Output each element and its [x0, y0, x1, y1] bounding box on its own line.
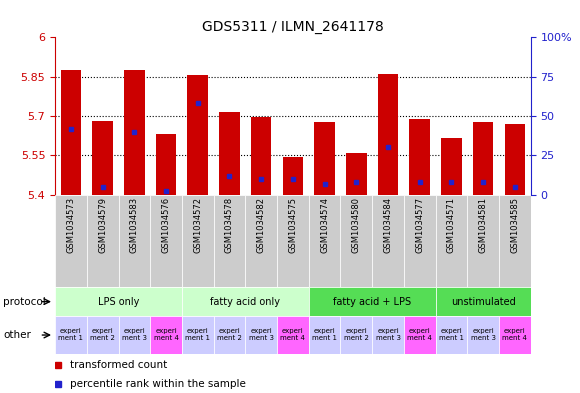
- Bar: [467, 316, 499, 354]
- Bar: [340, 195, 372, 287]
- Text: GSM1034572: GSM1034572: [193, 197, 202, 253]
- Text: transformed count: transformed count: [70, 360, 168, 370]
- Text: experi
ment 3: experi ment 3: [470, 328, 496, 341]
- Text: protocol: protocol: [3, 297, 46, 307]
- Text: GSM1034585: GSM1034585: [510, 197, 519, 253]
- Text: experi
ment 2: experi ment 2: [217, 328, 242, 341]
- Text: experi
ment 4: experi ment 4: [407, 328, 432, 341]
- Text: GSM1034582: GSM1034582: [257, 197, 266, 253]
- Text: GSM1034571: GSM1034571: [447, 197, 456, 253]
- Text: GSM1034574: GSM1034574: [320, 197, 329, 253]
- Bar: [92, 121, 113, 195]
- Bar: [219, 112, 240, 195]
- Text: GSM1034579: GSM1034579: [98, 197, 107, 253]
- Text: experi
ment 4: experi ment 4: [154, 328, 179, 341]
- Text: GSM1034578: GSM1034578: [225, 197, 234, 253]
- Bar: [436, 287, 531, 316]
- Text: experi
ment 2: experi ment 2: [90, 328, 115, 341]
- Text: GSM1034576: GSM1034576: [162, 197, 171, 253]
- Text: GSM1034573: GSM1034573: [67, 197, 75, 253]
- Bar: [118, 195, 150, 287]
- Bar: [124, 70, 144, 195]
- Bar: [277, 195, 309, 287]
- Bar: [187, 75, 208, 195]
- Title: GDS5311 / ILMN_2641178: GDS5311 / ILMN_2641178: [202, 20, 384, 33]
- Bar: [378, 74, 398, 195]
- Text: other: other: [3, 330, 31, 340]
- Bar: [213, 195, 245, 287]
- Text: experi
ment 4: experi ment 4: [502, 328, 527, 341]
- Bar: [245, 195, 277, 287]
- Bar: [340, 316, 372, 354]
- Bar: [309, 195, 340, 287]
- Bar: [55, 287, 182, 316]
- Bar: [245, 316, 277, 354]
- Bar: [309, 316, 340, 354]
- Bar: [156, 134, 176, 195]
- Bar: [505, 124, 525, 195]
- Bar: [277, 316, 309, 354]
- Text: GSM1034575: GSM1034575: [288, 197, 298, 253]
- Bar: [61, 70, 81, 195]
- Text: experi
ment 1: experi ment 1: [439, 328, 464, 341]
- Text: GSM1034584: GSM1034584: [383, 197, 393, 253]
- Bar: [346, 152, 367, 195]
- Text: experi
ment 3: experi ment 3: [249, 328, 274, 341]
- Text: GSM1034577: GSM1034577: [415, 197, 424, 253]
- Bar: [436, 195, 467, 287]
- Bar: [87, 316, 118, 354]
- Bar: [87, 195, 118, 287]
- Bar: [251, 117, 271, 195]
- Text: GSM1034583: GSM1034583: [130, 197, 139, 253]
- Bar: [150, 195, 182, 287]
- Text: experi
ment 2: experi ment 2: [344, 328, 369, 341]
- Bar: [441, 138, 462, 195]
- Bar: [467, 195, 499, 287]
- Bar: [213, 316, 245, 354]
- Text: experi
ment 3: experi ment 3: [122, 328, 147, 341]
- Bar: [282, 156, 303, 195]
- Bar: [404, 195, 436, 287]
- Bar: [473, 123, 494, 195]
- Bar: [499, 195, 531, 287]
- Text: experi
ment 3: experi ment 3: [375, 328, 401, 341]
- Text: percentile rank within the sample: percentile rank within the sample: [70, 379, 246, 389]
- Bar: [314, 123, 335, 195]
- Bar: [372, 195, 404, 287]
- Text: unstimulated: unstimulated: [451, 297, 516, 307]
- Text: LPS only: LPS only: [98, 297, 139, 307]
- Bar: [436, 316, 467, 354]
- Bar: [150, 316, 182, 354]
- Bar: [182, 316, 213, 354]
- Bar: [499, 316, 531, 354]
- Text: GSM1034581: GSM1034581: [478, 197, 488, 253]
- Bar: [404, 316, 436, 354]
- Bar: [55, 195, 87, 287]
- Text: fatty acid + LPS: fatty acid + LPS: [333, 297, 411, 307]
- Text: experi
ment 4: experi ment 4: [281, 328, 305, 341]
- Bar: [182, 195, 213, 287]
- Bar: [118, 316, 150, 354]
- Text: experi
ment 1: experi ment 1: [185, 328, 211, 341]
- Bar: [55, 316, 87, 354]
- Text: fatty acid only: fatty acid only: [211, 297, 280, 307]
- Bar: [372, 316, 404, 354]
- Bar: [182, 287, 309, 316]
- Text: experi
ment 1: experi ment 1: [59, 328, 84, 341]
- Text: GSM1034580: GSM1034580: [352, 197, 361, 253]
- Bar: [309, 287, 436, 316]
- Text: experi
ment 1: experi ment 1: [312, 328, 337, 341]
- Bar: [409, 119, 430, 195]
